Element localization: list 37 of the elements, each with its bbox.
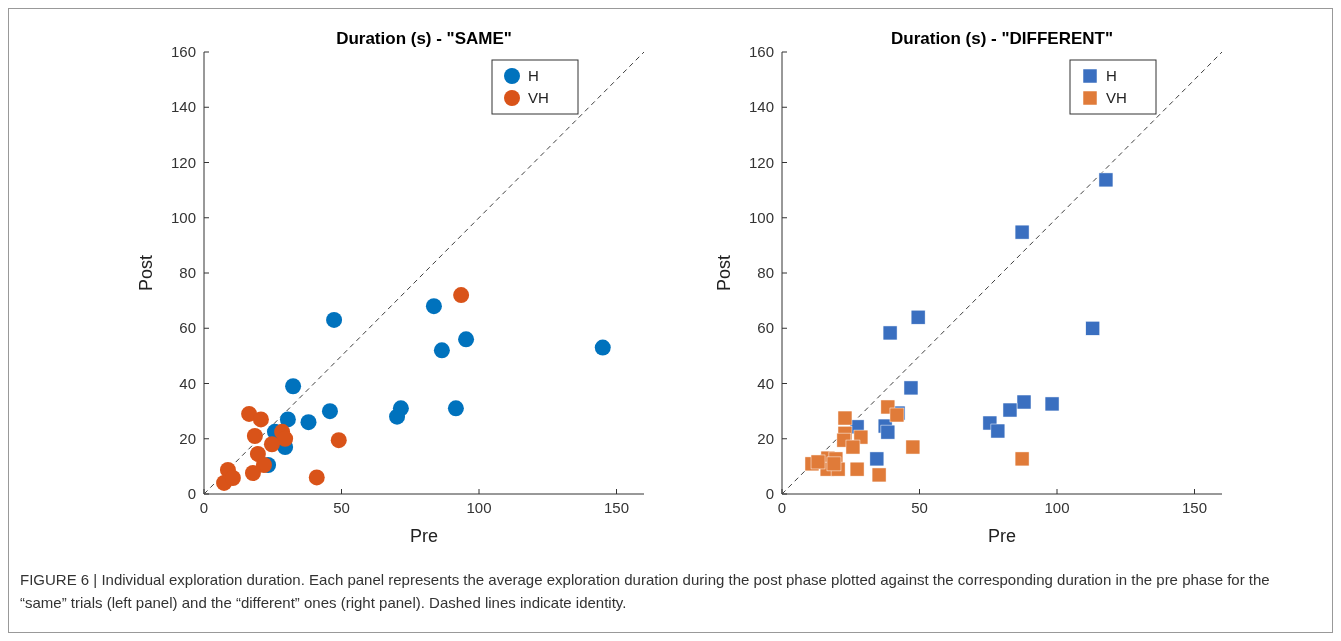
y-tick-label: 140 xyxy=(748,98,774,116)
x-tick-label: 100 xyxy=(466,499,492,516)
y-tick-label: 80 xyxy=(757,264,774,281)
y-tick-label: 140 xyxy=(170,98,196,116)
y-tick-label: 60 xyxy=(757,319,774,337)
x-axis-title: Pre xyxy=(987,526,1017,546)
x-tick-label: 150 xyxy=(603,499,630,516)
y-tick-label: 20 xyxy=(179,429,196,447)
y-tick-label: 0 xyxy=(765,485,774,502)
y-tick-label: 80 xyxy=(179,264,196,281)
x-tick-label: 50 xyxy=(333,499,350,516)
y-tick-label: 20 xyxy=(757,429,774,447)
y-axis-title: Post xyxy=(714,254,734,292)
legend-label: VH xyxy=(528,89,549,106)
y-tick-label: 60 xyxy=(179,319,196,337)
y-tick-label: 40 xyxy=(757,374,774,392)
y-axis-title: Post xyxy=(136,254,156,292)
caption: FIGURE 6 | Individual exploration duration. Each panel represents the average exploration duration during the post phase plotted against the corresponding duration in the pre phase for the “same” trials (left panel) and the “different” ones (right panel). Dashed lines indicate identity. xyxy=(20,570,1271,613)
legend-label: VH xyxy=(1106,89,1127,106)
y-tick-label: 100 xyxy=(170,208,196,226)
y-tick-label: 120 xyxy=(748,153,774,171)
chart-title: Duration (s) - "DIFFERENT" xyxy=(891,29,1113,48)
chart-title: Duration (s) - "SAME" xyxy=(336,29,512,48)
x-tick-label: 50 xyxy=(911,499,928,516)
legend-label: H xyxy=(528,67,539,84)
y-tick-label: 160 xyxy=(170,43,196,60)
legend-label: H xyxy=(1106,67,1117,84)
y-tick-label: 100 xyxy=(748,208,774,226)
x-axis-title: Pre xyxy=(409,526,439,546)
x-tick-label: 0 xyxy=(777,499,787,516)
x-tick-label: 150 xyxy=(1181,499,1208,516)
y-tick-label: 40 xyxy=(179,374,196,392)
x-tick-label: 0 xyxy=(199,499,209,516)
y-tick-label: 120 xyxy=(170,153,196,171)
y-tick-label: 160 xyxy=(748,43,774,60)
y-tick-label: 0 xyxy=(187,485,196,502)
x-tick-label: 100 xyxy=(1044,499,1070,516)
